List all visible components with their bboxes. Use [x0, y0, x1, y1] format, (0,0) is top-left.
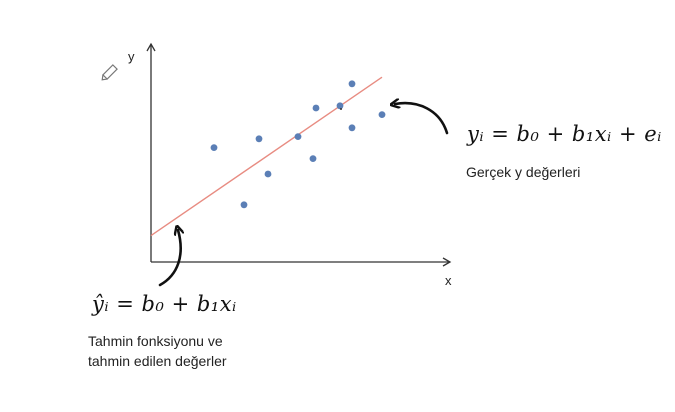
- data-point-7: [312, 104, 320, 112]
- actual-value-arrow: [395, 103, 449, 135]
- predicted-formula: ŷᵢ = b₀ + b₁xᵢ: [92, 292, 237, 316]
- pencil-icon: [101, 64, 118, 81]
- data-point-1: [210, 144, 218, 152]
- data-points: [210, 80, 386, 209]
- data-point-10: [348, 80, 356, 88]
- x-axis-arrowhead: [442, 257, 452, 267]
- x-axis-label: x: [445, 273, 452, 288]
- data-point-9: [348, 124, 356, 132]
- predicted-label-line2: tahmin edilen değerler: [88, 353, 227, 369]
- data-point-2: [240, 201, 248, 209]
- data-point-4: [264, 170, 272, 178]
- data-point-5: [294, 133, 302, 141]
- regression-line: [150, 76, 383, 237]
- data-point-3: [255, 135, 263, 143]
- small-dot: [340, 108, 342, 110]
- actual-formula: yᵢ = b₀ + b₁xᵢ + eᵢ: [467, 122, 662, 146]
- predicted-value-arrow: [158, 230, 181, 287]
- data-point-11: [378, 111, 386, 118]
- actual-label: Gerçek y değerleri: [466, 164, 581, 180]
- y-axis-arrowhead: [146, 42, 156, 52]
- y-axis-label: y: [128, 49, 135, 64]
- data-point-6: [309, 155, 317, 163]
- data-point-8: [336, 102, 344, 110]
- predicted-label-line1: Tahmin fonksiyonu ve: [88, 333, 223, 349]
